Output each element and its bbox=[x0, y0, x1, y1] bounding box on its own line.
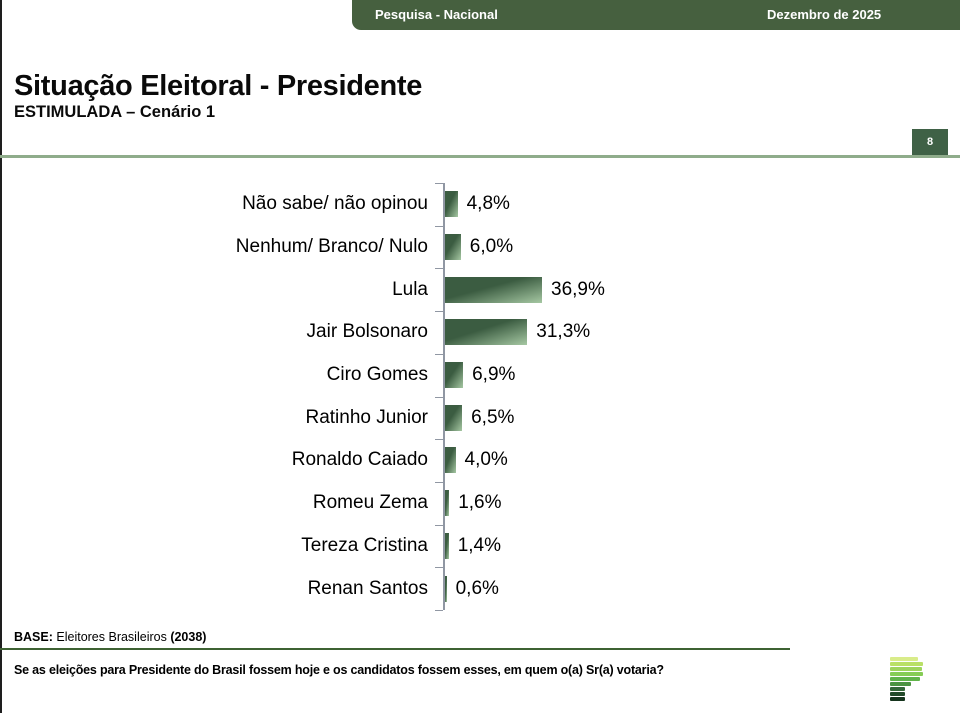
axis-tick bbox=[435, 524, 443, 526]
bar bbox=[445, 276, 542, 303]
base-note-count: (2038) bbox=[170, 630, 207, 644]
bar bbox=[445, 447, 456, 474]
category-label: Tereza Cristina bbox=[301, 534, 428, 556]
bar-area: 4,0% bbox=[443, 439, 508, 482]
value-label: 1,4% bbox=[457, 534, 501, 556]
bar-area: 36,9% bbox=[443, 268, 605, 311]
page-title: Situação Eleitoral - Presidente bbox=[14, 70, 423, 102]
bar bbox=[445, 319, 528, 346]
chart-row: Romeu Zema 1,6% bbox=[0, 482, 720, 525]
category-label: Ciro Gomes bbox=[326, 364, 428, 386]
value-label: 0,6% bbox=[455, 577, 499, 599]
axis-tick bbox=[435, 311, 443, 313]
value-label: 31,3% bbox=[536, 321, 591, 343]
value-label: 1,6% bbox=[458, 492, 502, 514]
bar-area: 6,5% bbox=[443, 396, 514, 439]
bar bbox=[445, 575, 447, 602]
logo-bar bbox=[890, 662, 923, 666]
logo-bar bbox=[890, 682, 911, 686]
category-label: Romeu Zema bbox=[312, 492, 428, 514]
logo-bar bbox=[890, 677, 920, 681]
bar-area: 6,0% bbox=[443, 226, 513, 269]
chart-row: Lula 36,9% bbox=[0, 268, 720, 311]
bar bbox=[445, 404, 463, 431]
category-label: Lula bbox=[392, 278, 428, 300]
bar-area: 0,6% bbox=[443, 567, 499, 610]
category-label: Ronaldo Caiado bbox=[291, 449, 428, 471]
bar bbox=[445, 191, 458, 218]
chart-row: Ratinho Junior 6,5% bbox=[0, 396, 720, 439]
logo-bar bbox=[890, 672, 923, 676]
parana-pesquisas-logo bbox=[890, 657, 923, 702]
category-label: Nenhum/ Branco/ Nulo bbox=[235, 236, 428, 258]
logo-bar bbox=[890, 692, 905, 696]
axis-tick bbox=[435, 439, 443, 441]
footer-divider bbox=[0, 648, 790, 650]
category-label: Ratinho Junior bbox=[305, 406, 428, 428]
survey-question: Se as eleições para Presidente do Brasil… bbox=[14, 663, 664, 677]
value-label: 6,0% bbox=[469, 236, 514, 258]
axis-tick bbox=[435, 567, 443, 569]
chart-row: Renan Santos 0,6% bbox=[0, 567, 720, 610]
category-label: Não sabe/ não opinou bbox=[242, 193, 428, 215]
chart-row: Nenhum/ Branco/ Nulo 6,0% bbox=[0, 226, 720, 269]
axis-tick bbox=[435, 481, 443, 483]
base-note: BASE: Eleitores Brasileiros (2038) bbox=[14, 630, 206, 644]
title-divider bbox=[0, 155, 960, 158]
bar bbox=[445, 490, 450, 517]
bar bbox=[445, 362, 464, 389]
header-date-label: Dezembro de 2025 bbox=[767, 7, 882, 22]
value-label: 4,0% bbox=[464, 449, 508, 471]
value-label: 36,9% bbox=[551, 278, 605, 300]
chart-row: Ciro Gomes 6,9% bbox=[0, 354, 720, 397]
header-survey-label: Pesquisa - Nacional bbox=[375, 7, 498, 22]
logo-bar bbox=[890, 667, 922, 671]
axis-tick bbox=[435, 183, 443, 184]
value-label: 4,8% bbox=[466, 193, 510, 215]
bar-area: 4,8% bbox=[443, 183, 510, 226]
axis-tick bbox=[435, 268, 443, 270]
chart-axis-line bbox=[443, 183, 445, 610]
bar-area: 6,9% bbox=[443, 354, 515, 397]
value-label: 6,9% bbox=[472, 364, 516, 386]
page-subtitle: ESTIMULADA – Cenário 1 bbox=[14, 103, 216, 121]
axis-tick bbox=[435, 225, 443, 227]
axis-tick bbox=[435, 353, 443, 355]
axis-tick bbox=[435, 610, 443, 611]
bar-area: 1,4% bbox=[443, 525, 501, 568]
bar-area: 31,3% bbox=[443, 311, 590, 354]
chart-row: Não sabe/ não opinou 4,8% bbox=[0, 183, 720, 226]
value-label: 6,5% bbox=[471, 406, 515, 428]
bar-chart: Não sabe/ não opinou 4,8% Nenhum/ Branco/ … bbox=[0, 183, 720, 610]
bar bbox=[445, 234, 461, 261]
category-label: Renan Santos bbox=[307, 577, 428, 599]
bar bbox=[445, 532, 449, 559]
chart-row: Ronaldo Caiado 4,0% bbox=[0, 439, 720, 482]
chart-row: Tereza Cristina 1,4% bbox=[0, 525, 720, 568]
header-bar: Pesquisa - Nacional Dezembro de 2025 bbox=[352, 0, 960, 30]
slide-left-border bbox=[0, 0, 2, 713]
base-note-prefix: BASE: bbox=[14, 630, 53, 644]
logo-bar bbox=[890, 687, 905, 691]
category-label: Jair Bolsonaro bbox=[306, 321, 428, 343]
logo-bar bbox=[890, 657, 918, 661]
page-number-badge: 8 bbox=[912, 129, 948, 155]
bar-area: 1,6% bbox=[443, 482, 502, 525]
chart-row: Jair Bolsonaro 31,3% bbox=[0, 311, 720, 354]
axis-tick bbox=[435, 396, 443, 398]
logo-bar bbox=[890, 697, 905, 701]
base-note-text: Eleitores Brasileiros bbox=[52, 630, 171, 644]
